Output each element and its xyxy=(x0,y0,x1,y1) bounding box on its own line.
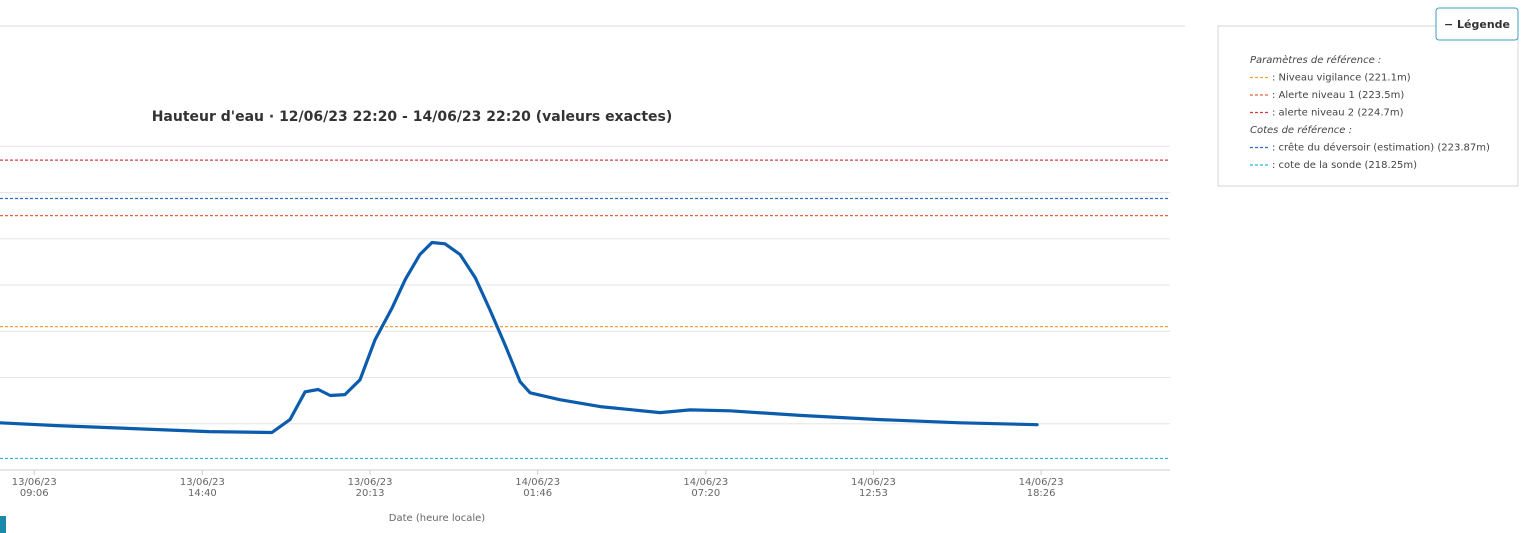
x-tick-label: 14/06/23 07:20 xyxy=(683,477,728,499)
x-tick-label: 13/06/23 09:06 xyxy=(12,477,57,499)
legend-label: : alerte niveau 2 (224.7m) xyxy=(1272,108,1404,119)
legend-group-title: Cotes de référence : xyxy=(1250,124,1352,136)
legend-box xyxy=(1217,25,1519,187)
data-line xyxy=(0,240,1039,435)
corner-marker xyxy=(0,516,6,533)
chart-title: Hauteur d'eau · 12/06/23 22:20 - 14/06/2… xyxy=(152,109,673,125)
x-tick-label: 14/06/23 01:46 xyxy=(515,477,560,499)
x-tick-label: 14/06/23 18:26 xyxy=(1019,477,1064,499)
legend-button[interactable] xyxy=(1435,7,1519,41)
legend-group-title: Paramètres de référence : xyxy=(1250,54,1381,66)
legend-label: : Alerte niveau 1 (223.5m) xyxy=(1272,90,1404,101)
x-tick-label: 13/06/23 20:13 xyxy=(348,477,393,499)
x-axis-label: Date (heure locale) xyxy=(389,513,485,524)
legend-label: : Niveau vigilance (221.1m) xyxy=(1272,73,1411,84)
legend-label: : cote de la sonde (218.25m) xyxy=(1272,160,1417,171)
legend-button-label[interactable]: − Légende xyxy=(1444,18,1510,31)
x-tick-label: 14/06/23 12:53 xyxy=(851,477,896,499)
legend-label: : crête du déversoir (estimation) (223.8… xyxy=(1272,142,1490,154)
x-tick-label: 13/06/23 14:40 xyxy=(180,477,225,499)
